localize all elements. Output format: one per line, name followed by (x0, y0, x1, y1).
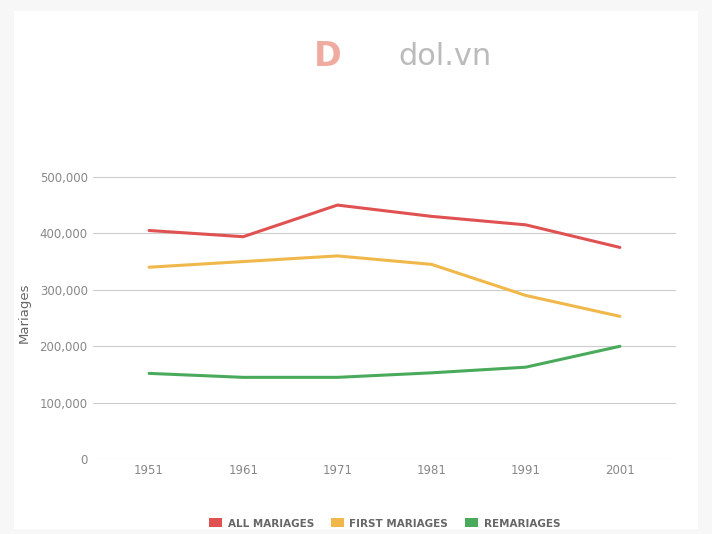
Text: D: D (314, 40, 341, 73)
FancyBboxPatch shape (7, 5, 705, 534)
Text: dol.vn: dol.vn (399, 42, 492, 70)
Y-axis label: Mariages: Mariages (19, 282, 31, 343)
Legend: ALL MARIAGES, FIRST MARIAGES, REMARIAGES: ALL MARIAGES, FIRST MARIAGES, REMARIAGES (204, 514, 565, 533)
